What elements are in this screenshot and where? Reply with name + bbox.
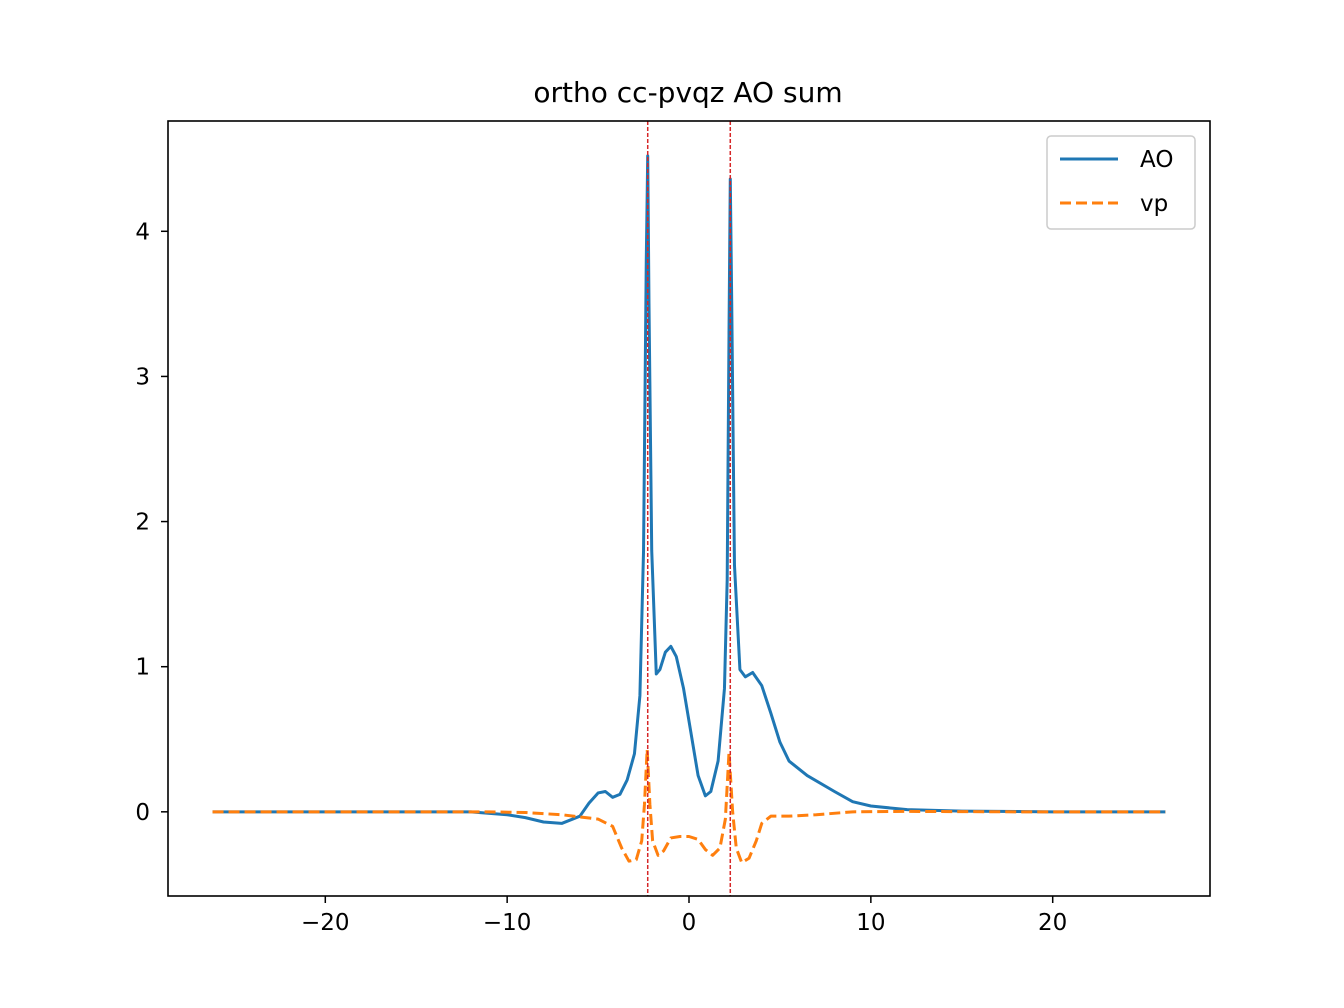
y-tick-label: 2	[135, 510, 150, 536]
y-tick-label: 0	[135, 800, 150, 826]
plot-frame	[167, 120, 1211, 897]
series-line-ao	[212, 154, 1166, 825]
x-tick-label: −20	[301, 910, 350, 936]
x-tick-label: 10	[856, 910, 885, 936]
x-tick-label: −10	[483, 910, 532, 936]
y-tick-label: 1	[135, 655, 150, 681]
y-tick-label: 4	[135, 219, 150, 245]
legend-label-ao: AO	[1140, 147, 1173, 173]
x-tick-label: 0	[682, 910, 697, 936]
y-tick-label: 3	[135, 364, 150, 390]
x-tick-label: 20	[1038, 910, 1067, 936]
x-axis: −20 −10 0 10 20	[301, 896, 1067, 936]
legend-label-vp: vp	[1140, 191, 1168, 217]
y-axis: 0 1 2 3 4	[135, 219, 168, 826]
series-line-vp	[212, 747, 1166, 865]
chart-title: ortho cc-pvqz AO sum	[533, 76, 842, 109]
legend: AO vp	[1046, 135, 1196, 230]
